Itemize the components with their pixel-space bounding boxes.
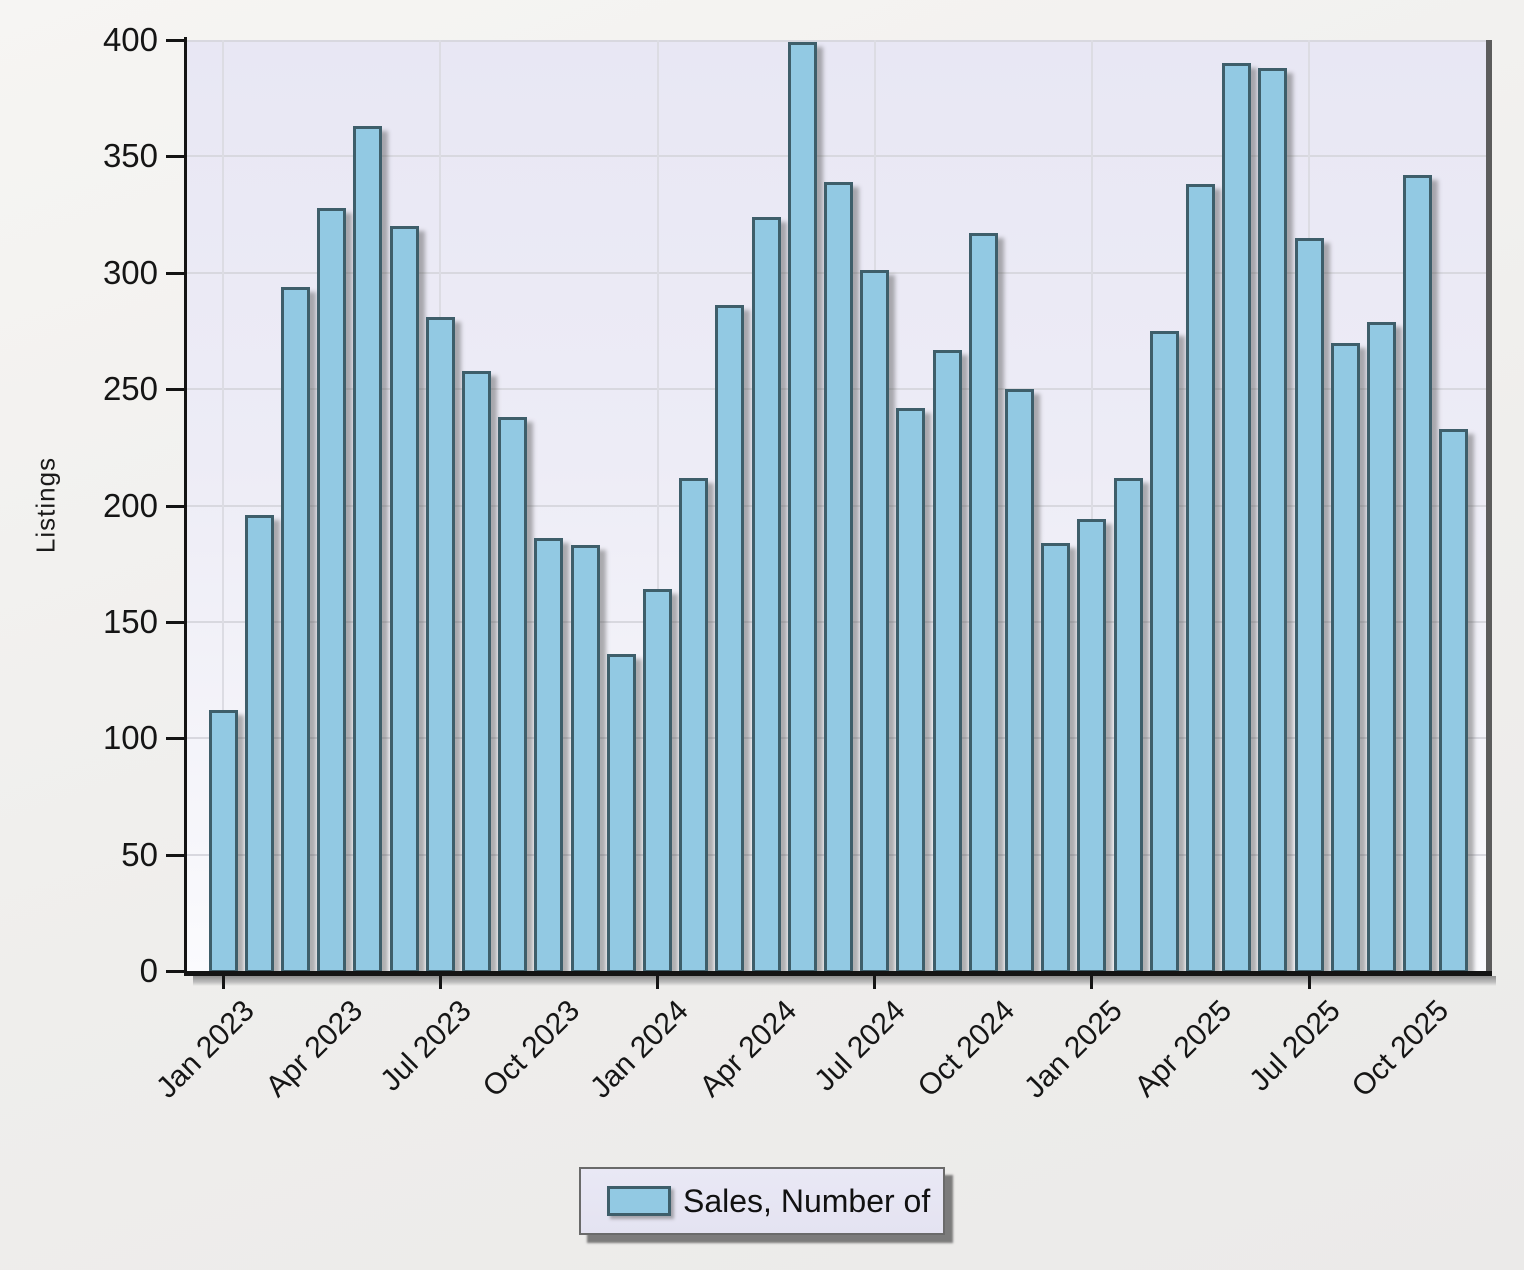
bar-nov-2023 <box>570 545 600 971</box>
bar-aug-2025 <box>1330 342 1360 971</box>
y-tick-label: 200 <box>102 486 158 524</box>
bar-jul-2025 <box>1294 237 1324 971</box>
bar-sep-2023 <box>498 417 528 971</box>
x-tick <box>1090 976 1094 989</box>
bar-jan-2023 <box>208 710 238 971</box>
x-tick <box>221 976 225 989</box>
plot-right-border <box>1486 40 1492 976</box>
vertical-gridline <box>656 40 659 971</box>
y-tick <box>166 271 184 275</box>
bar-dec-2023 <box>606 654 636 971</box>
x-tick-label: Apr 2023 <box>259 994 370 1104</box>
bar-jan-2025 <box>1077 519 1107 971</box>
horizontal-gridline <box>187 155 1486 158</box>
vertical-gridline <box>222 40 225 971</box>
x-tick-label: Apr 2024 <box>694 994 804 1104</box>
bar-sep-2025 <box>1367 321 1396 971</box>
y-tick <box>166 155 184 159</box>
legend-series-label: Sales, Number of <box>683 1182 931 1219</box>
bar-mar-2025 <box>1149 330 1179 971</box>
y-tick-label: 0 <box>139 952 158 989</box>
x-axis-shadow <box>193 976 1496 986</box>
bar-feb-2023 <box>244 514 274 971</box>
bar-mar-2024 <box>715 305 745 971</box>
x-tick-label: Jul 2025 <box>1242 994 1347 1098</box>
y-tick <box>166 853 184 857</box>
bar-oct-2024 <box>968 233 998 971</box>
bar-sep-2024 <box>932 349 962 971</box>
y-tick-label: 250 <box>102 370 158 408</box>
bar-aug-2023 <box>462 370 491 971</box>
legend-box: Sales, Number of <box>579 1167 945 1235</box>
bar-dec-2024 <box>1041 542 1071 971</box>
bar-may-2024 <box>787 42 817 971</box>
x-tick-label: Apr 2025 <box>1128 994 1238 1104</box>
bar-feb-2024 <box>679 477 709 971</box>
x-tick <box>1307 976 1311 989</box>
y-tick-label: 150 <box>102 602 158 640</box>
bar-jun-2023 <box>389 226 419 971</box>
bar-oct-2025 <box>1403 175 1433 971</box>
bar-feb-2025 <box>1113 477 1143 971</box>
bar-nov-2025 <box>1439 428 1469 971</box>
x-tick <box>873 976 877 989</box>
x-tick-label: Jan 2025 <box>1018 994 1130 1105</box>
bar-may-2025 <box>1222 63 1252 971</box>
bar-nov-2024 <box>1005 389 1034 971</box>
x-tick-label: Oct 2024 <box>911 994 1021 1104</box>
plot-area <box>187 40 1486 971</box>
y-tick <box>166 737 184 741</box>
bar-apr-2024 <box>751 216 781 971</box>
y-axis-line <box>184 37 187 976</box>
bar-jun-2025 <box>1258 67 1288 971</box>
y-tick <box>166 388 184 392</box>
x-tick-label: Jan 2023 <box>149 994 261 1105</box>
bar-jul-2024 <box>860 270 890 971</box>
y-tick-label: 400 <box>102 21 158 58</box>
bar-jul-2023 <box>425 316 455 971</box>
bar-apr-2023 <box>317 207 347 971</box>
y-tick-label: 50 <box>121 835 158 873</box>
y-tick <box>166 970 184 973</box>
x-tick-label: Jul 2024 <box>808 994 913 1098</box>
bar-jun-2024 <box>824 181 853 971</box>
y-tick <box>166 504 184 508</box>
bar-jan-2024 <box>643 589 672 971</box>
y-tick-label: 350 <box>102 137 158 175</box>
bar-apr-2025 <box>1186 184 1215 971</box>
y-tick <box>166 620 184 624</box>
x-axis-line <box>184 971 1492 976</box>
y-tick-label: 100 <box>102 719 158 757</box>
bar-mar-2023 <box>281 286 310 971</box>
bar-oct-2023 <box>534 538 564 971</box>
x-tick <box>438 976 442 989</box>
legend-series-swatch <box>607 1186 671 1216</box>
x-tick-label: Jan 2024 <box>584 994 695 1105</box>
x-tick <box>656 976 659 989</box>
bar-may-2023 <box>353 126 383 971</box>
horizontal-gridline <box>187 40 1486 42</box>
x-tick-label: Oct 2025 <box>1345 994 1456 1104</box>
x-tick-label: Oct 2023 <box>476 994 587 1104</box>
bar-aug-2024 <box>896 407 926 971</box>
vertical-gridline <box>1090 40 1093 971</box>
y-tick <box>166 39 184 42</box>
x-tick-label: Jul 2023 <box>374 994 478 1098</box>
y-tick-label: 300 <box>102 253 158 291</box>
